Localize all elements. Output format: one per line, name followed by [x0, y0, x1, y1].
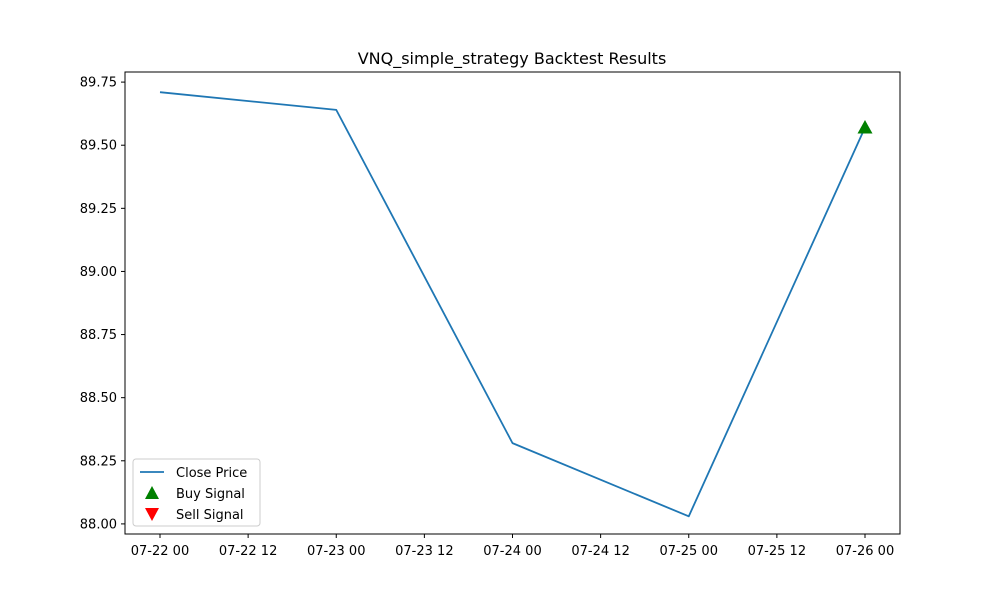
y-tick-label: 89.75: [80, 76, 117, 91]
y-tick-label: 89.25: [80, 202, 117, 217]
x-tick-label: 07-23 12: [395, 544, 453, 559]
series-line-close-price: [159, 91, 866, 518]
x-tick-label: 07-23 00: [307, 544, 365, 559]
x-tick-label: 07-25 00: [660, 544, 718, 559]
y-axis: 88.00 88.25 88.50 88.75 89.00 89.25 89.50 89.75: [80, 76, 125, 532]
x-tick-label: 07-26 00: [836, 544, 894, 559]
y-tick-label: 89.50: [80, 139, 117, 154]
x-tick-label: 07-22 12: [219, 544, 277, 559]
x-axis: 07-22 00 07-22 12 07-23 00 07-23 12 07-24 00…: [131, 534, 894, 559]
y-tick-label: 88.25: [80, 454, 117, 469]
y-tick-label: 89.00: [80, 265, 117, 280]
y-tick-label: 88.75: [80, 328, 117, 343]
x-tick-label: 07-24 12: [571, 544, 629, 559]
x-tick-label: 07-22 00: [131, 544, 189, 559]
plot-area: [159, 91, 873, 518]
legend-box: [132, 458, 261, 527]
buy-signal-marker: [857, 120, 873, 134]
x-tick-label: 07-24 00: [483, 544, 541, 559]
legend-buy-signal-label: Buy Signal: [176, 487, 245, 502]
legend-sell-signal-marker: [145, 508, 159, 521]
legend-buy-signal-marker: [145, 486, 159, 499]
y-tick-label: 88.00: [80, 517, 117, 532]
y-tick-label: 88.50: [80, 391, 117, 406]
legend-close-price-label: Close Price: [176, 466, 247, 481]
legend-sell-signal-label: Sell Signal: [176, 508, 244, 523]
x-tick-label: 07-25 12: [748, 544, 806, 559]
chart-title: VNQ_simple_strategy Backtest Results: [358, 49, 667, 69]
legend: Close Price Buy Signal Sell Signal: [132, 458, 261, 527]
